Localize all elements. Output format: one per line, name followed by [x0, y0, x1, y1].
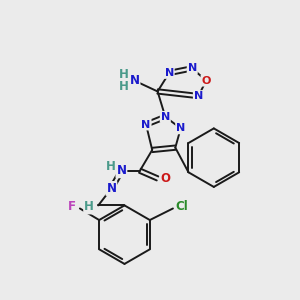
Text: N: N — [164, 68, 174, 78]
Text: O: O — [201, 76, 211, 86]
Text: N: N — [116, 164, 126, 177]
Text: N: N — [188, 63, 197, 73]
Text: N: N — [161, 112, 170, 122]
Text: O: O — [160, 172, 170, 185]
Text: N: N — [194, 91, 203, 101]
Text: F: F — [68, 200, 76, 213]
Text: N: N — [176, 123, 185, 134]
Text: H: H — [106, 160, 116, 172]
Text: N: N — [130, 74, 140, 87]
Text: N: N — [141, 119, 151, 130]
Text: H: H — [119, 80, 129, 93]
Text: H: H — [119, 68, 129, 81]
Text: Cl: Cl — [176, 200, 188, 213]
Text: H: H — [84, 200, 94, 213]
Text: N: N — [106, 182, 116, 195]
